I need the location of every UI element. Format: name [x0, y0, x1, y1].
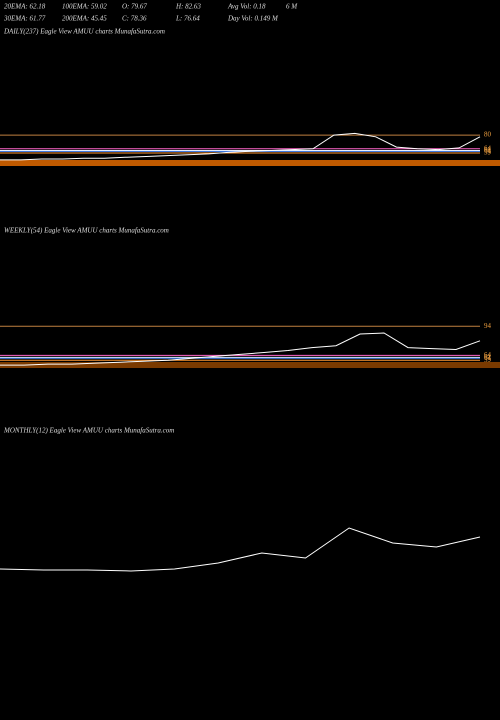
- header-stat: 100EMA: 59.02: [62, 3, 107, 11]
- level-label: 59: [484, 356, 492, 364]
- level-label: 59: [484, 149, 492, 157]
- price-line: [0, 527, 481, 572]
- price-line: [0, 332, 481, 366]
- volume-band: [0, 160, 500, 166]
- level-label: 64: [484, 144, 492, 152]
- panel-title: DAILY(237) Eagle View AMUU charts Munafa…: [3, 28, 165, 36]
- header-stat: C: 78.36: [122, 15, 147, 23]
- header-stat: L: 76.64: [175, 15, 200, 23]
- panel-title: WEEKLY(54) Eagle View AMUU charts Munafa…: [4, 227, 169, 235]
- level-label: 64: [484, 351, 492, 359]
- level-label: 61: [484, 354, 492, 362]
- level-label: 62: [484, 146, 492, 154]
- level-label: 62: [484, 353, 492, 361]
- level-label: 94: [484, 322, 492, 330]
- level-label: 61: [484, 147, 492, 155]
- header-stat: Avg Vol: 0.18: [227, 3, 266, 11]
- header-stat: 6 M: [286, 3, 298, 11]
- header-stat: Day Vol: 0.149 M: [227, 15, 279, 23]
- volume-band: [0, 362, 500, 368]
- header-stat: 20EMA: 62.18: [4, 3, 46, 11]
- header-stat: 200EMA: 45.45: [62, 15, 107, 23]
- panel-title: MONTHLY(12) Eagle View AMUU charts Munaf…: [3, 427, 174, 435]
- header-stat: O: 79.67: [122, 3, 147, 11]
- level-label: 80: [484, 131, 492, 139]
- header-stat: 30EMA: 61.77: [3, 15, 46, 23]
- header-stat: H: 82.63: [175, 3, 201, 11]
- price-line: [0, 132, 481, 161]
